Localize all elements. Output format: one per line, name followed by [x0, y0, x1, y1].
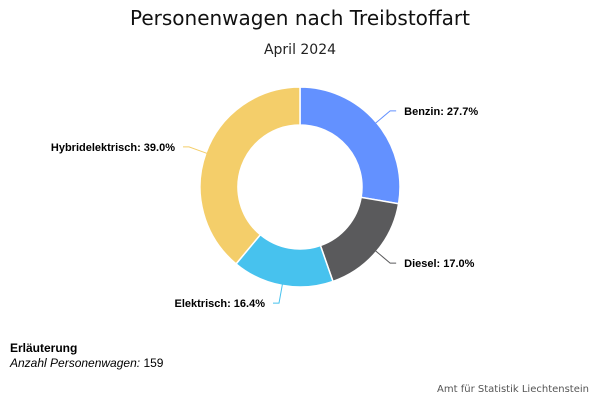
connector-elektrisch	[273, 283, 284, 304]
credits: Amt für Statistik Liechtenstein	[437, 384, 589, 395]
data-label-hybridelektrisch: Hybridelektrisch: 39.0%	[51, 142, 175, 154]
slice-hybridelektrisch[interactable]	[199, 86, 301, 265]
connector-diesel	[374, 249, 397, 264]
note-value: 159	[143, 356, 164, 370]
connector-benzin	[374, 110, 397, 125]
data-label-diesel: Diesel: 17.0%	[404, 258, 475, 270]
chart-title: Personenwagen nach Treibstoffart	[129, 6, 470, 30]
chart-subtitle: April 2024	[263, 42, 337, 58]
data-label-benzin: Benzin: 27.7%	[404, 106, 478, 118]
slice-benzin[interactable]	[299, 86, 401, 205]
data-label-elektrisch: Elektrisch: 16.4%	[175, 298, 266, 310]
slice-diesel[interactable]	[319, 196, 400, 283]
note-heading: Erläuterung	[10, 341, 78, 355]
explanation-note: Erläuterung Anzahl Personenwagen: 159	[10, 341, 163, 371]
connector-hybridelektrisch	[183, 146, 209, 155]
note-label: Anzahl Personenwagen:	[10, 356, 141, 370]
